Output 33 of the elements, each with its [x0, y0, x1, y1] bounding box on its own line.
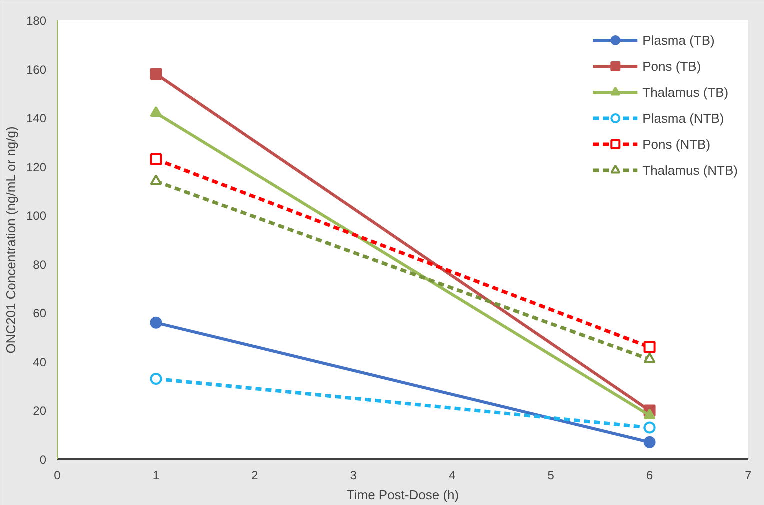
y-tick-label: 120	[26, 160, 47, 174]
y-tick-label: 160	[26, 62, 47, 77]
legend-label: Pons (TB)	[642, 58, 702, 74]
y-tick-label: 140	[26, 112, 47, 126]
x-tick-label: 6	[646, 468, 654, 482]
point	[150, 68, 162, 80]
y-tick-label: 180	[26, 14, 47, 28]
y-axis-title: ONC201 Concentration (ng/mL or ng/g)	[3, 126, 18, 354]
x-tick-label: 3	[350, 468, 358, 482]
point	[644, 422, 656, 434]
legend-label: Thalamus (NTB)	[642, 162, 738, 178]
x-tick-label: 5	[548, 468, 555, 482]
y-tick-label: 40	[33, 355, 47, 370]
y-tick-label: 0	[40, 453, 47, 467]
y-tick-label: 80	[33, 258, 47, 272]
x-tick-label: 2	[252, 468, 259, 482]
x-tick-label: 7	[745, 468, 752, 482]
x-tick-label: 4	[449, 468, 456, 482]
point	[150, 373, 162, 386]
y-tick-label: 20	[33, 404, 47, 418]
legend-label: Pons (NTB)	[642, 136, 711, 152]
point	[644, 341, 656, 354]
point	[644, 436, 656, 448]
legend-label: Plasma (NTB)	[642, 110, 724, 126]
point	[150, 316, 162, 329]
legend-label: Thalamus (TB)	[642, 84, 729, 100]
x-axis-title: Time Post-Dose (h)	[346, 488, 460, 502]
y-tick-label: 100	[26, 209, 47, 224]
y-tick-label: 60	[33, 306, 47, 321]
point	[150, 154, 162, 166]
x-tick-label: 1	[152, 468, 160, 482]
x-tick-label: 0	[54, 468, 62, 482]
legend-label: Plasma (TB)	[642, 32, 715, 48]
